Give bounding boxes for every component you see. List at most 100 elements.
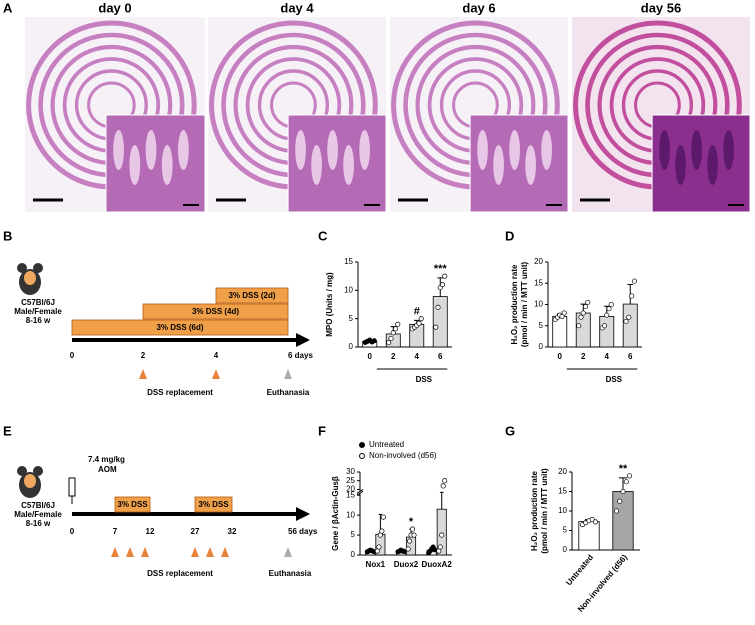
data-point xyxy=(623,318,629,325)
day-label: 32 xyxy=(228,527,237,536)
data-point xyxy=(388,335,394,342)
marker xyxy=(111,547,119,557)
dss-bar xyxy=(215,287,289,304)
x-tick-label: 2 xyxy=(391,352,396,361)
panel-letter: F xyxy=(318,423,326,438)
inset-texture xyxy=(343,145,354,185)
x-tick-label: 6 xyxy=(628,352,633,361)
inset-texture xyxy=(675,145,686,185)
y-tick-label: 5 xyxy=(563,526,568,535)
data-point xyxy=(370,548,376,554)
data-point xyxy=(592,519,599,525)
drug: AOM xyxy=(98,465,117,474)
x-tick-label: Untreated xyxy=(564,553,595,587)
data-point xyxy=(631,278,638,284)
marker xyxy=(284,547,292,557)
x-tick-label: 0 xyxy=(558,352,563,361)
mouse-ear xyxy=(17,263,27,273)
y-tick-label: 5 xyxy=(351,530,356,539)
note: DSS replacement xyxy=(147,388,213,397)
mouse-ear xyxy=(33,263,43,273)
data-point xyxy=(559,313,565,319)
data-point xyxy=(442,273,448,279)
day-label: 4 xyxy=(214,351,219,360)
data-point xyxy=(585,299,591,305)
inset-texture xyxy=(477,130,488,170)
y-tick-label: 15 xyxy=(558,487,567,496)
bar xyxy=(432,296,448,348)
data-point xyxy=(401,548,407,554)
data-point xyxy=(405,546,411,552)
data-point xyxy=(604,312,610,318)
data-point xyxy=(416,320,422,326)
data-point xyxy=(395,321,401,327)
data-point xyxy=(442,478,448,484)
y-axis-label: (pmol / min / MTT unit) xyxy=(520,262,529,348)
data-point xyxy=(626,314,632,320)
axis-break xyxy=(356,489,364,494)
marker xyxy=(284,369,292,379)
data-point xyxy=(613,508,620,514)
bar xyxy=(612,491,634,551)
timeline-arrow xyxy=(296,507,310,521)
y-tick-label: 15 xyxy=(534,278,543,287)
data-point xyxy=(433,324,439,330)
y-tick-label: 10 xyxy=(346,510,355,519)
dss-label: 3% DSS (6d) xyxy=(156,323,203,332)
data-point xyxy=(418,316,424,322)
day-label: 12 xyxy=(146,527,155,536)
day-label: 2 xyxy=(141,351,146,360)
inset-texture xyxy=(327,130,338,170)
day-label: 6 days xyxy=(288,351,313,360)
data-point xyxy=(437,544,443,550)
legend-label: Non-involved (d56) xyxy=(369,451,437,460)
dss-bar xyxy=(71,319,289,336)
significance: *** xyxy=(434,263,448,275)
data-point xyxy=(371,338,377,344)
inset-texture xyxy=(113,130,124,170)
inset-texture xyxy=(541,130,552,170)
data-point xyxy=(601,323,608,329)
inset-texture xyxy=(161,145,173,185)
inset-texture xyxy=(509,130,520,170)
y-tick-label: 0 xyxy=(349,342,354,351)
y-tick-label: 10 xyxy=(558,506,567,515)
inset-texture xyxy=(707,145,718,185)
mouse-ear xyxy=(17,466,27,476)
data-point xyxy=(626,473,633,479)
x-tick-label: 4 xyxy=(415,352,420,361)
y-axis-label: MPO (Units / mg) xyxy=(325,272,334,337)
day-label: 0 xyxy=(70,351,75,360)
data-point xyxy=(582,304,589,310)
image-label: day 0 xyxy=(98,0,131,15)
data-point xyxy=(390,330,396,336)
data-point xyxy=(608,301,614,308)
image-label: day 56 xyxy=(641,0,681,15)
x-tick-label: Nox1 xyxy=(366,560,386,569)
x-tick-label: Duox2 xyxy=(394,560,419,569)
inset-texture xyxy=(525,145,536,185)
y-axis-label: (pmol / min / MTT unit) xyxy=(540,468,549,554)
y-tick-label: 10 xyxy=(534,300,543,309)
bar xyxy=(599,315,615,348)
y-tick-label: 0 xyxy=(351,550,356,559)
error-bar xyxy=(439,491,444,510)
data-point xyxy=(376,544,382,550)
data-point xyxy=(629,293,635,299)
marker xyxy=(126,547,134,557)
dss-bar xyxy=(194,496,233,513)
y-axis-label: H₂O₂ production rate xyxy=(510,264,519,345)
group-label: DSS xyxy=(416,375,433,384)
inset-texture xyxy=(311,145,322,185)
marker xyxy=(212,369,220,379)
inset-texture xyxy=(129,145,141,185)
data-point xyxy=(440,483,446,489)
note: Euthanasia xyxy=(269,569,312,578)
subject-label: Male/Female xyxy=(14,510,62,519)
marker xyxy=(141,547,149,557)
mouse-face xyxy=(24,271,36,285)
note: DSS replacement xyxy=(147,569,213,578)
y-tick-label: 20 xyxy=(534,257,543,266)
y-axis-label: Gene / βActin-Gusβ xyxy=(331,476,340,551)
legend-label: Untreated xyxy=(369,440,404,449)
